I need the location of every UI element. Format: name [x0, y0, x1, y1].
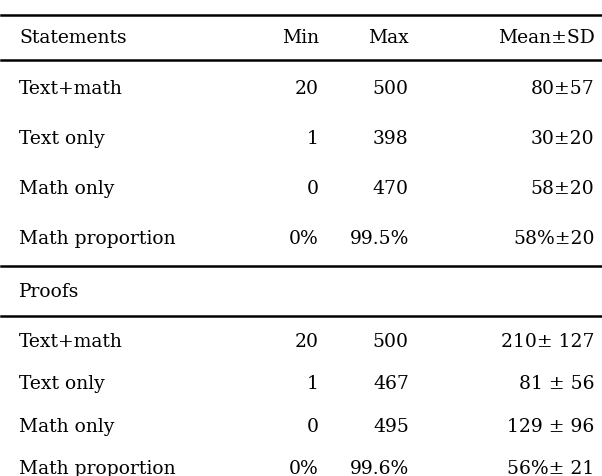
Text: Text only: Text only: [19, 130, 105, 148]
Text: 99.6%: 99.6%: [350, 460, 409, 476]
Text: 20: 20: [295, 79, 319, 98]
Text: 99.5%: 99.5%: [350, 230, 409, 248]
Text: 495: 495: [373, 418, 409, 436]
Text: Math proportion: Math proportion: [19, 230, 176, 248]
Text: Text+math: Text+math: [19, 333, 123, 351]
Text: Mean±SD: Mean±SD: [498, 29, 595, 47]
Text: 0%: 0%: [289, 460, 319, 476]
Text: 210± 127: 210± 127: [501, 333, 595, 351]
Text: 467: 467: [373, 375, 409, 393]
Text: 398: 398: [373, 130, 409, 148]
Text: 56%± 21: 56%± 21: [507, 460, 595, 476]
Text: 0: 0: [307, 179, 319, 198]
Text: Math proportion: Math proportion: [19, 460, 176, 476]
Text: 0: 0: [307, 418, 319, 436]
Text: 500: 500: [373, 79, 409, 98]
Text: 500: 500: [373, 333, 409, 351]
Text: 20: 20: [295, 333, 319, 351]
Text: Statements: Statements: [19, 29, 127, 47]
Text: 81 ± 56: 81 ± 56: [519, 375, 595, 393]
Text: Math only: Math only: [19, 179, 115, 198]
Text: Min: Min: [282, 29, 319, 47]
Text: 129 ± 96: 129 ± 96: [507, 418, 595, 436]
Text: 1: 1: [307, 130, 319, 148]
Text: Math only: Math only: [19, 418, 115, 436]
Text: 30±20: 30±20: [531, 130, 595, 148]
Text: Proofs: Proofs: [19, 283, 79, 300]
Text: Text only: Text only: [19, 375, 105, 393]
Text: 58±20: 58±20: [531, 179, 595, 198]
Text: 80±57: 80±57: [531, 79, 595, 98]
Text: 470: 470: [373, 179, 409, 198]
Text: Text+math: Text+math: [19, 79, 123, 98]
Text: 58%±20: 58%±20: [513, 230, 595, 248]
Text: Max: Max: [368, 29, 409, 47]
Text: 1: 1: [307, 375, 319, 393]
Text: 0%: 0%: [289, 230, 319, 248]
